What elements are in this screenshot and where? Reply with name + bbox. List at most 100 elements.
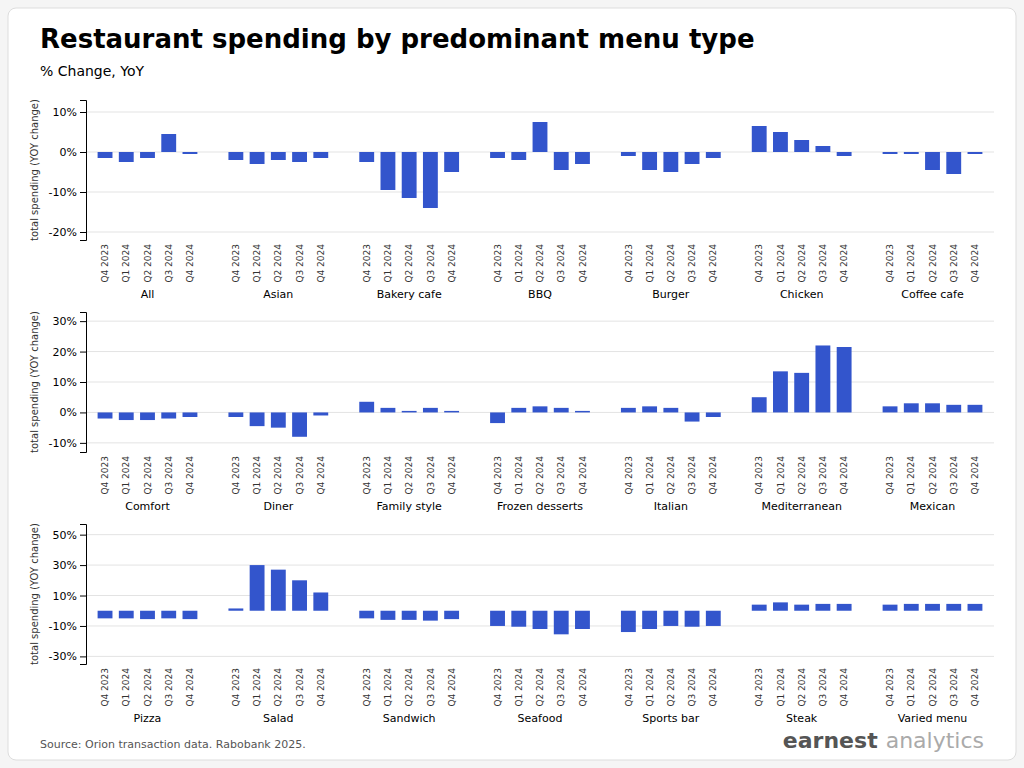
bar <box>925 604 940 611</box>
bar <box>883 152 898 154</box>
bar <box>925 152 940 170</box>
title: Restaurant spending by predominant menu … <box>40 24 755 54</box>
bar <box>575 611 590 629</box>
bar <box>490 152 505 158</box>
y-tick: 10% <box>53 106 86 119</box>
bar <box>183 611 198 619</box>
bar <box>554 611 569 635</box>
x-tick-label: Q2 2024 <box>666 668 676 707</box>
bar <box>161 611 176 619</box>
bar <box>250 565 265 611</box>
x-tick-label: Q4 2023 <box>231 668 241 707</box>
y-axis: -30%-10%10%30%50% <box>49 525 87 665</box>
grid <box>86 112 994 232</box>
bar <box>444 152 459 172</box>
x-tick-label: Q3 2024 <box>818 456 828 495</box>
x-tick-label: Q4 2023 <box>362 244 372 283</box>
bar <box>423 611 438 621</box>
x-tick-label: Q3 2024 <box>556 456 566 495</box>
x-tick-label: Q4 2024 <box>185 244 195 283</box>
y-axis: -10%0%10%20%30% <box>49 313 87 453</box>
y-axis-line <box>80 313 87 453</box>
y-tick-label: -10% <box>49 620 77 633</box>
bar <box>98 611 113 619</box>
panel: -10%0%10%20%30%total spending (YOY chang… <box>29 311 994 513</box>
grid-line <box>86 565 994 566</box>
group-label: Sports bar <box>642 712 699 725</box>
x-tick-label: Q4 2023 <box>100 668 110 707</box>
x-tick-label: Q3 2024 <box>949 244 959 283</box>
y-tick-mark <box>80 565 86 566</box>
y-tick: -30% <box>49 650 86 663</box>
x-tick-label: Q4 2024 <box>708 456 718 495</box>
y-tick-mark <box>80 232 86 233</box>
y-tick-label: 0% <box>60 146 77 159</box>
x-tick-label: Q1 2024 <box>906 456 916 495</box>
bar <box>815 604 830 611</box>
grid-line <box>86 534 994 535</box>
y-tick-mark <box>80 412 86 413</box>
x-tick-label: Q4 2024 <box>578 456 588 495</box>
chart-root: Restaurant spending by predominant menu … <box>0 0 1024 768</box>
x-tick-label: Q3 2024 <box>949 456 959 495</box>
x-tick-label: Q2 2024 <box>404 668 414 707</box>
bar <box>837 152 852 156</box>
bar <box>752 605 767 611</box>
x-tick-label: Q2 2024 <box>797 244 807 283</box>
x-tick-label: Q1 2024 <box>383 244 393 283</box>
y-tick-mark <box>80 382 86 383</box>
x-tick-label: Q3 2024 <box>426 244 436 283</box>
bar <box>685 611 700 627</box>
bar <box>837 604 852 611</box>
x-tick-label: Q1 2024 <box>252 244 262 283</box>
bar <box>292 152 307 162</box>
bar <box>968 152 983 154</box>
x-tick-label: Q2 2024 <box>928 456 938 495</box>
x-tick-label: Q4 2023 <box>754 244 764 283</box>
bar <box>968 604 983 611</box>
x-tick-label: Q4 2024 <box>185 668 195 707</box>
bar <box>794 140 809 152</box>
bar <box>423 408 438 413</box>
grid-line <box>86 656 994 657</box>
grid-line <box>86 595 994 596</box>
x-tick-label: Q3 2024 <box>687 668 697 707</box>
bar <box>554 152 569 170</box>
bar <box>381 611 396 620</box>
x-tick-label: Q2 2024 <box>273 456 283 495</box>
bar <box>381 152 396 190</box>
group-label: Mediterranean <box>761 500 841 513</box>
group-label: Burger <box>652 288 690 301</box>
x-tick-label: Q2 2024 <box>928 244 938 283</box>
group-label: Varied menu <box>898 712 968 725</box>
x-tick-label: Q4 2023 <box>100 244 110 283</box>
x-tick-label: Q4 2023 <box>754 456 764 495</box>
x-tick-label: Q4 2023 <box>100 456 110 495</box>
y-tick: 50% <box>53 529 86 542</box>
x-tick-label: Q2 2024 <box>797 456 807 495</box>
x-tick-label: Q1 2024 <box>776 456 786 495</box>
grid-line <box>86 321 994 322</box>
bar <box>837 347 852 412</box>
y-tick: 0% <box>60 146 86 159</box>
y-axis-title: total spending (YOY change) <box>29 523 40 665</box>
y-tick-label: 30% <box>53 315 77 328</box>
x-tick-label: Q3 2024 <box>164 244 174 283</box>
y-tick: 0% <box>60 406 86 419</box>
y-tick: 10% <box>53 376 86 389</box>
panel: -20%-10%0%10%total spending (YOY change)… <box>29 99 994 301</box>
x-tick-label: Q3 2024 <box>556 244 566 283</box>
bar <box>183 152 198 154</box>
y-tick-label: -20% <box>49 226 77 239</box>
group-label: Comfort <box>125 500 170 513</box>
y-tick-label: 0% <box>60 406 77 419</box>
x-tick-label: Q2 2024 <box>535 456 545 495</box>
bar <box>313 412 328 415</box>
bar <box>706 152 721 158</box>
bar <box>642 152 657 170</box>
bar <box>752 126 767 152</box>
bar <box>140 412 155 420</box>
x-tick-label: Q1 2024 <box>906 244 916 283</box>
bar <box>119 611 134 619</box>
group-label: Chicken <box>780 288 824 301</box>
